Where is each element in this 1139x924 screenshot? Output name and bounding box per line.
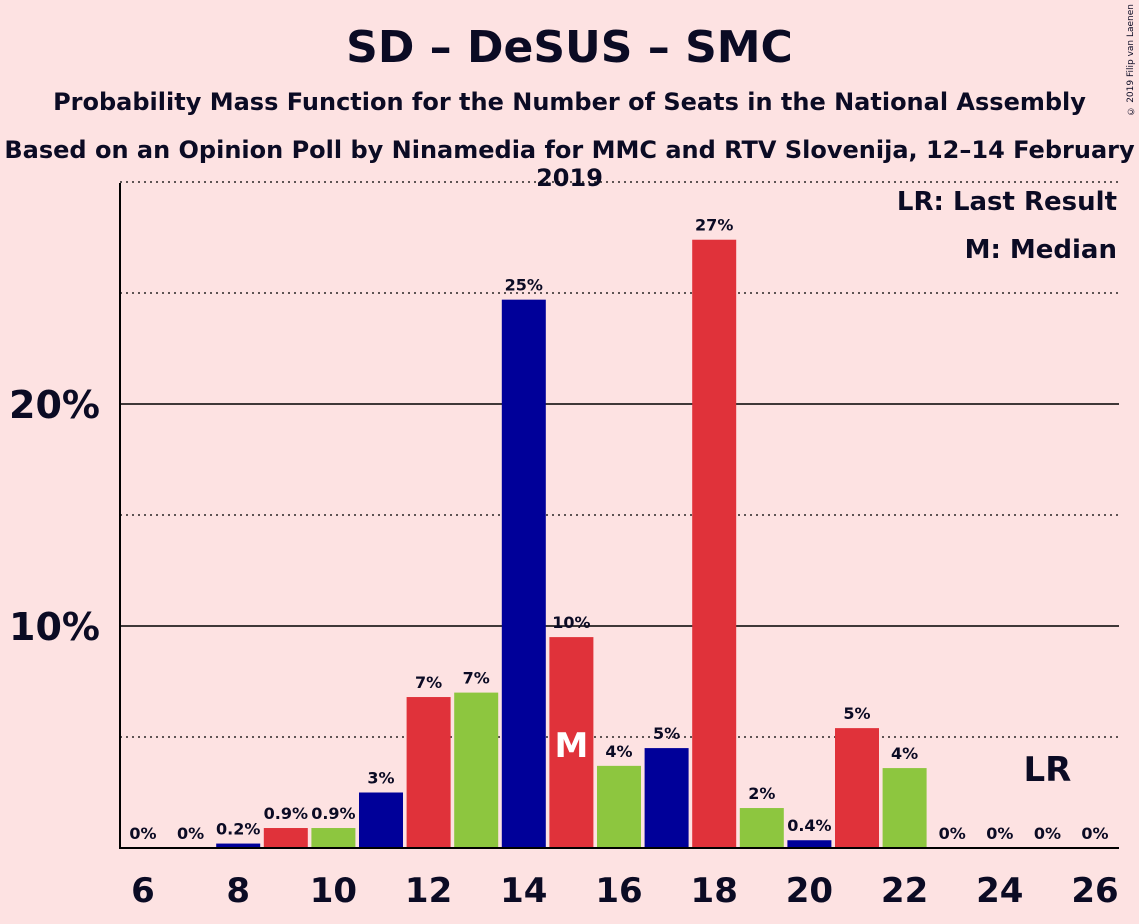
- data-label: 4%: [605, 742, 632, 761]
- data-label: 0.9%: [264, 804, 308, 823]
- bar-seats-22: [882, 768, 927, 848]
- data-label: 0%: [1081, 824, 1108, 843]
- data-label: 5%: [843, 704, 870, 723]
- data-label: 25%: [505, 276, 543, 295]
- data-label: 4%: [891, 744, 918, 763]
- data-label: 3%: [367, 769, 394, 788]
- data-label: 0%: [1034, 824, 1061, 843]
- x-tick-label: 26: [1071, 871, 1118, 911]
- bar-seats-14: [501, 299, 546, 848]
- bar-seats-11: [359, 792, 403, 848]
- bar-seats-20: [787, 840, 832, 848]
- bar-seats-17: [644, 748, 689, 848]
- data-label: 0.9%: [311, 804, 355, 823]
- median-marker: M: [554, 726, 588, 766]
- chart-subtitle: Probability Mass Function for the Number…: [53, 88, 1086, 116]
- bar-seats-8: [216, 843, 261, 848]
- x-tick-label: 24: [976, 871, 1023, 911]
- bar-seats-13: [454, 692, 499, 848]
- data-label: 2%: [748, 784, 775, 803]
- bar-seats-9: [263, 828, 308, 848]
- x-tick-label: 16: [595, 871, 642, 911]
- data-label: 7%: [463, 669, 490, 688]
- data-label: 27%: [695, 216, 733, 235]
- x-tick-label: 20: [786, 871, 833, 911]
- data-label: 0%: [986, 824, 1013, 843]
- data-label: 0.4%: [787, 816, 831, 835]
- legend-median: M: Median: [965, 235, 1117, 265]
- bar-seats-15: [549, 637, 594, 848]
- data-label: 5%: [653, 724, 680, 743]
- data-label: 0%: [177, 824, 204, 843]
- x-tick-label: 8: [226, 871, 250, 911]
- x-tick-label: 14: [500, 871, 547, 911]
- bar-seats-12: [406, 697, 451, 848]
- x-tick-label: 12: [405, 871, 452, 911]
- data-label: 10%: [552, 613, 590, 632]
- last-result-marker: LR: [1023, 750, 1071, 790]
- bar-seats-16: [597, 765, 641, 848]
- data-label: 0%: [939, 824, 966, 843]
- legend-last-result: LR: Last Result: [897, 187, 1117, 217]
- y-tick-label: 20%: [9, 383, 100, 427]
- data-label: 7%: [415, 673, 442, 692]
- y-tick-label: 10%: [9, 605, 100, 649]
- chart-title: SD – DeSUS – SMC: [346, 22, 793, 73]
- bar-seats-19: [739, 808, 784, 848]
- data-label: 0%: [129, 824, 156, 843]
- x-tick-label: 6: [131, 871, 155, 911]
- bar-seats-10: [311, 828, 356, 848]
- x-tick-label: 18: [691, 871, 738, 911]
- data-label: 0.2%: [216, 820, 260, 839]
- bar-seats-21: [835, 728, 879, 848]
- bar-seats-18: [692, 239, 737, 849]
- x-tick-label: 22: [881, 871, 928, 911]
- chart-subtitle-source: Based on an Opinion Poll by Ninamedia fo…: [4, 136, 1135, 192]
- x-tick-label: 10: [310, 871, 357, 911]
